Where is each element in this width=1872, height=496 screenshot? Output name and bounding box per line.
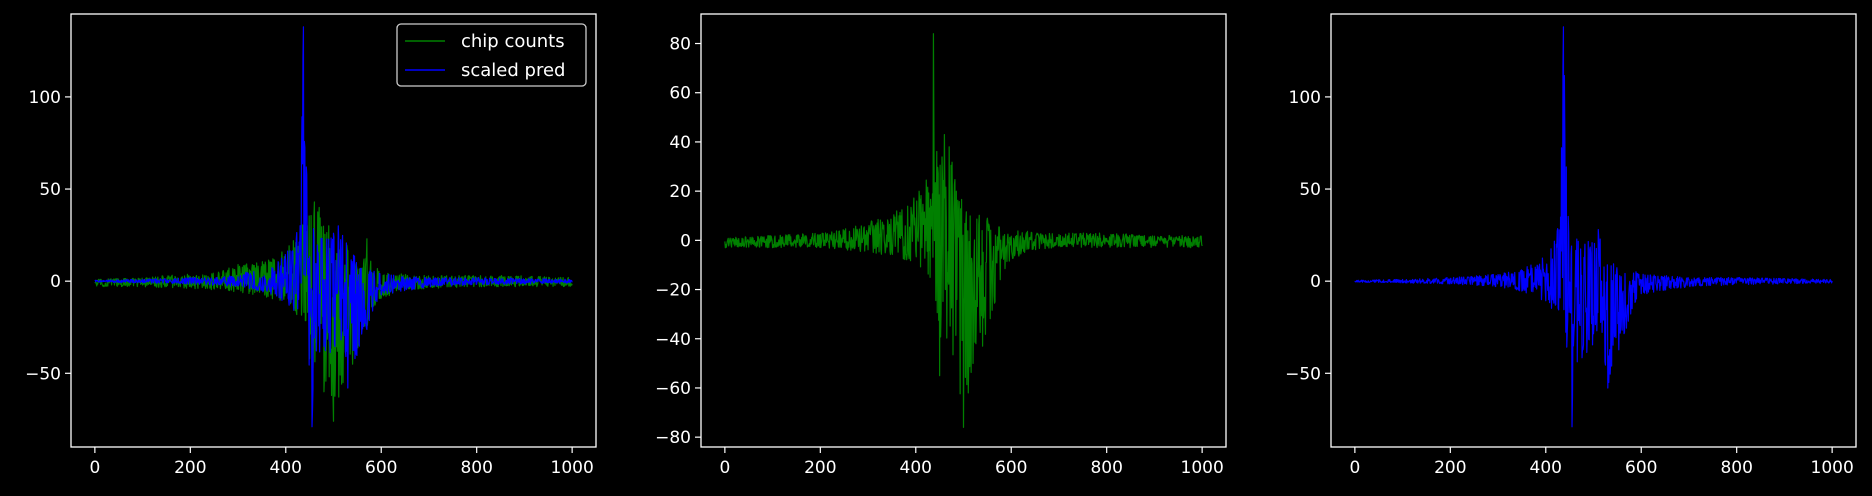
x-tick-label: 1000 <box>1181 458 1224 478</box>
y-tick-label: 40 <box>669 133 691 153</box>
x-tick-label: 1000 <box>1811 458 1854 478</box>
y-tick-label: −80 <box>655 428 691 448</box>
x-tick-label: 400 <box>900 458 932 478</box>
y-tick-label: −20 <box>655 281 691 301</box>
x-tick-label: 800 <box>460 458 492 478</box>
axes-frame <box>700 13 1227 448</box>
x-tick-label: 800 <box>1720 458 1752 478</box>
y-tick-label: 0 <box>1310 272 1321 292</box>
y-tick-label: 0 <box>50 272 61 292</box>
axes-frame <box>70 13 597 448</box>
x-tick-label: 400 <box>1530 458 1562 478</box>
y-tick-label: 20 <box>669 182 691 202</box>
scaled-pred-line <box>94 26 573 428</box>
series-line <box>724 33 1203 428</box>
x-tick-label: 200 <box>174 458 206 478</box>
x-tick-label: 600 <box>995 458 1027 478</box>
y-tick-label: 60 <box>669 84 691 104</box>
legend-label-chip-counts: chip counts <box>461 31 565 52</box>
x-tick-label: 0 <box>1349 458 1360 478</box>
y-tick-label: 100 <box>1289 88 1321 108</box>
y-tick-label: −50 <box>25 364 61 384</box>
y-tick-label: 80 <box>669 35 691 55</box>
x-tick-label: 200 <box>1434 458 1466 478</box>
x-tick-label: 0 <box>89 458 100 478</box>
y-tick-label: 0 <box>680 231 691 251</box>
x-tick-label: 600 <box>365 458 397 478</box>
x-tick-label: 400 <box>270 458 302 478</box>
x-tick-label: 0 <box>719 458 730 478</box>
y-tick-label: −40 <box>655 330 691 350</box>
y-tick-label: −60 <box>655 379 691 399</box>
x-tick-label: 600 <box>1625 458 1657 478</box>
left-panel: 0 200 400 600 800 1000 −50 0 50 100 <box>25 13 597 478</box>
x-tick-label: 800 <box>1090 458 1122 478</box>
series-line <box>1354 26 1833 428</box>
axes-frame <box>1330 13 1857 448</box>
y-tick-label: −50 <box>1285 364 1321 384</box>
y-tick-label: 100 <box>29 88 61 108</box>
legend: chip counts scaled pred <box>396 23 587 87</box>
right-panel: 0 200 400 600 800 1000 −50 0 50 100 <box>1285 13 1857 478</box>
y-tick-label: 50 <box>39 180 61 200</box>
middle-panel: 0 200 400 600 800 1000 −80 −60 −40 −20 0 20 40 60 80 <box>655 13 1227 478</box>
legend-label-scaled-pred: scaled pred <box>461 60 565 81</box>
y-tick-label: 50 <box>1299 180 1321 200</box>
x-tick-label: 1000 <box>551 458 594 478</box>
x-tick-label: 200 <box>804 458 836 478</box>
